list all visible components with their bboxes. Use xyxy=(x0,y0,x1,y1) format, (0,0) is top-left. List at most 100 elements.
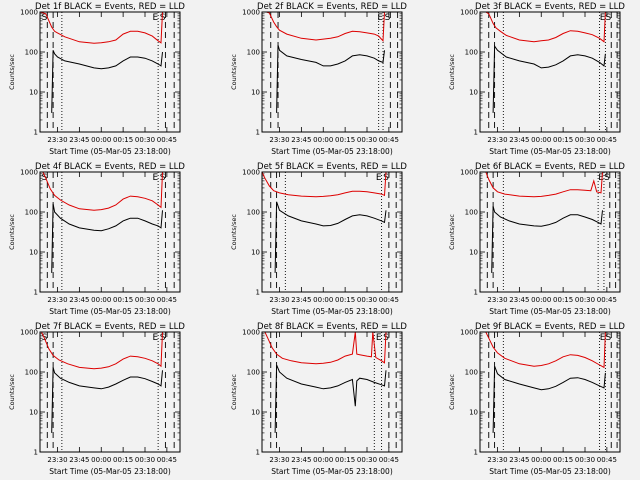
y-tick-label: 1000 xyxy=(242,9,260,17)
time-marker-label: E xyxy=(152,173,158,183)
y-tick-label: 100 xyxy=(247,209,260,217)
x-tick-label: 00:30 xyxy=(575,296,595,304)
chart-title: Det 3f BLACK = Events, RED = LLD xyxy=(475,2,625,12)
plot-frame xyxy=(261,11,403,133)
x-tick-label: 23:30 xyxy=(269,456,289,464)
y-tick-label: 1000 xyxy=(460,9,478,17)
x-tick-label: 00:30 xyxy=(357,456,377,464)
y-axis-label: Counts/sec xyxy=(230,374,238,410)
x-tick-label: 00:00 xyxy=(531,296,551,304)
plot-frame xyxy=(39,171,181,293)
y-tick-label: 1 xyxy=(34,289,38,297)
y-tick-label: 1 xyxy=(256,289,260,297)
plot-frame xyxy=(479,331,621,453)
chart-title: Det 4f BLACK = Events, RED = LLD xyxy=(35,162,185,172)
detector-panel: Det 3f BLACK = Events, RED = LLD Counts/s… xyxy=(448,2,625,156)
x-tick-label: 00:30 xyxy=(357,296,377,304)
chart-title: Det 8f BLACK = Events, RED = LLD xyxy=(257,322,407,332)
x-tick-label: 23:45 xyxy=(291,136,311,144)
plot-frame xyxy=(261,331,403,453)
y-tick-label: 100 xyxy=(25,369,38,377)
y-tick-label: 1 xyxy=(256,449,260,457)
x-tick-label: 00:15 xyxy=(335,296,355,304)
y-axis-label: Counts/sec xyxy=(8,374,16,410)
x-axis-label: Start Time (05-Mar-05 23:18:00) xyxy=(49,467,171,476)
time-marker-label: S xyxy=(606,333,612,343)
x-tick-label: 00:30 xyxy=(575,456,595,464)
y-tick-label: 1 xyxy=(474,289,478,297)
time-marker-label: E xyxy=(377,13,383,23)
time-marker-label: S xyxy=(606,13,612,23)
x-tick-label: 00:00 xyxy=(531,456,551,464)
x-tick-label: 00:15 xyxy=(553,136,573,144)
chart-title: Det 1f BLACK = Events, RED = LLD xyxy=(35,2,185,12)
time-marker-label: E xyxy=(600,333,606,343)
y-tick-label: 1000 xyxy=(242,169,260,177)
detector-panel: Det 6f BLACK = Events, RED = LLD Counts/s… xyxy=(448,162,625,316)
x-tick-label: 00:15 xyxy=(553,296,573,304)
y-tick-label: 1 xyxy=(474,449,478,457)
y-tick-label: 100 xyxy=(247,49,260,57)
x-tick-label: 23:45 xyxy=(69,136,89,144)
x-axis-label: Start Time (05-Mar-05 23:18:00) xyxy=(489,467,611,476)
lld-series-line xyxy=(40,12,163,44)
x-tick-label: 23:30 xyxy=(47,136,67,144)
x-axis-label: Start Time (05-Mar-05 23:18:00) xyxy=(489,307,611,316)
detector-panel: Det 7f BLACK = Events, RED = LLD Counts/s… xyxy=(8,322,185,476)
time-marker-label: E xyxy=(600,13,606,23)
y-axis-label: Counts/sec xyxy=(230,214,238,250)
x-tick-label: 23:45 xyxy=(69,456,89,464)
x-tick-label: 23:30 xyxy=(487,136,507,144)
chart-title: Det 2f BLACK = Events, RED = LLD xyxy=(257,2,407,12)
detector-panel: Det 9f BLACK = Events, RED = LLD Counts/s… xyxy=(448,322,625,476)
y-axis-label: Counts/sec xyxy=(8,214,16,250)
y-tick-label: 10 xyxy=(469,409,478,417)
y-tick-label: 100 xyxy=(247,369,260,377)
chart-title: Det 7f BLACK = Events, RED = LLD xyxy=(35,322,185,332)
x-tick-label: 00:00 xyxy=(91,296,111,304)
y-tick-label: 10 xyxy=(251,89,260,97)
detector-panel: Det 4f BLACK = Events, RED = LLD Counts/s… xyxy=(8,162,185,316)
x-tick-label: 00:45 xyxy=(379,136,399,144)
x-tick-label: 00:00 xyxy=(313,456,333,464)
x-tick-label: 00:30 xyxy=(135,296,155,304)
y-tick-label: 10 xyxy=(29,409,38,417)
y-axis-label: Counts/sec xyxy=(8,54,16,90)
x-tick-label: 00:45 xyxy=(157,136,177,144)
x-tick-label: 00:30 xyxy=(135,136,155,144)
x-tick-label: 23:45 xyxy=(69,296,89,304)
x-tick-label: 23:30 xyxy=(487,296,507,304)
plot-frame xyxy=(39,11,181,133)
x-axis-label: Start Time (05-Mar-05 23:18:00) xyxy=(489,147,611,156)
x-tick-label: 00:30 xyxy=(135,456,155,464)
plot-frame xyxy=(479,11,621,133)
x-tick-label: 00:15 xyxy=(113,456,133,464)
y-axis-label: Counts/sec xyxy=(230,54,238,90)
y-tick-label: 1000 xyxy=(20,329,38,337)
x-tick-label: 00:15 xyxy=(553,456,573,464)
x-tick-label: 23:30 xyxy=(47,456,67,464)
time-marker-label: S xyxy=(604,173,610,183)
chart-title: Det 9f BLACK = Events, RED = LLD xyxy=(475,322,625,332)
y-axis-label: Counts/sec xyxy=(448,54,456,90)
x-tick-label: 23:45 xyxy=(509,296,529,304)
x-tick-label: 00:00 xyxy=(91,456,111,464)
lld-series-line xyxy=(266,12,385,43)
y-tick-label: 10 xyxy=(469,89,478,97)
y-tick-label: 1000 xyxy=(20,9,38,17)
x-tick-label: 00:00 xyxy=(313,136,333,144)
y-tick-label: 10 xyxy=(251,249,260,257)
lld-series-line xyxy=(262,172,387,198)
y-tick-label: 1 xyxy=(474,129,478,137)
x-axis-label: Start Time (05-Mar-05 23:18:00) xyxy=(271,307,393,316)
detector-panel: Det 5f BLACK = Events, RED = LLD Counts/s… xyxy=(230,162,407,316)
x-tick-label: 00:45 xyxy=(379,296,399,304)
events-series-line xyxy=(492,44,606,113)
events-series-line xyxy=(51,203,163,273)
y-tick-label: 100 xyxy=(25,209,38,217)
time-marker-label: S xyxy=(42,173,48,183)
y-tick-label: 1000 xyxy=(242,329,260,337)
x-axis-label: Start Time (05-Mar-05 23:18:00) xyxy=(49,147,171,156)
lld-series-line xyxy=(485,12,606,43)
